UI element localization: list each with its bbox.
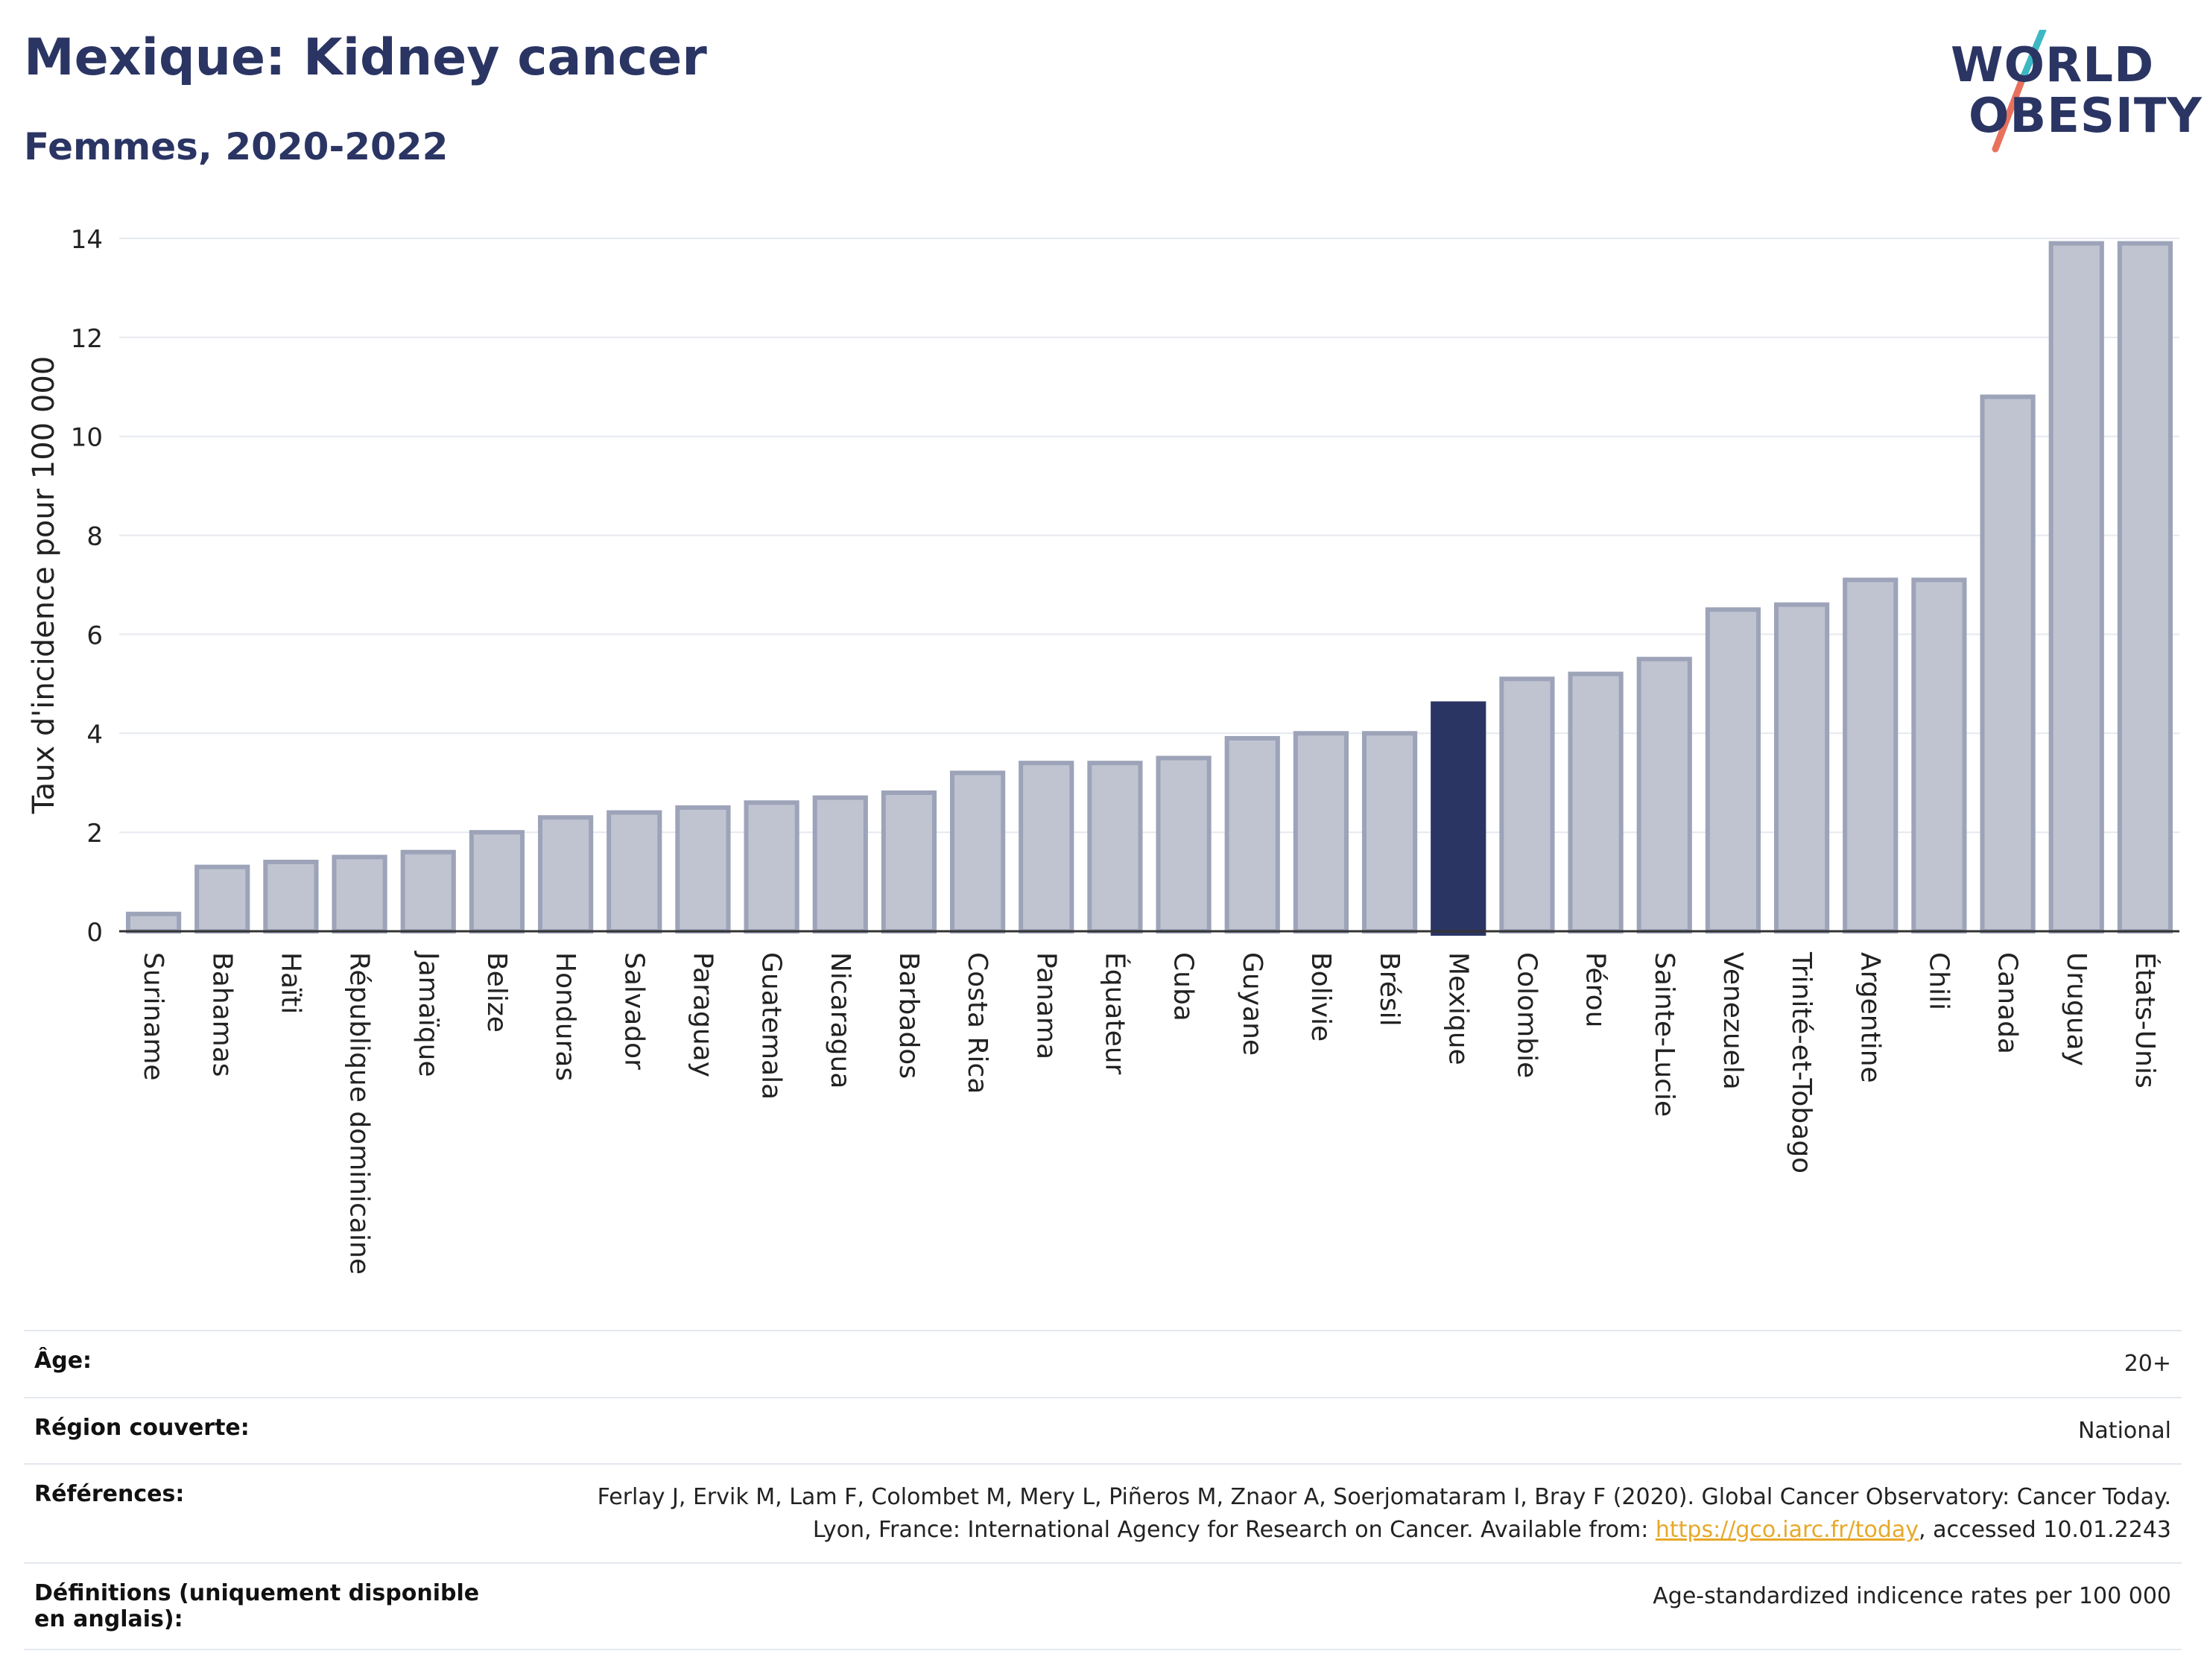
- bar-br-sil: [1361, 731, 1418, 933]
- meta-row-definitions: Définitions (uniquement disponible en an…: [24, 1563, 2182, 1649]
- x-tick-label: Sainte-Lucie: [1649, 952, 1679, 1117]
- x-tick-label: Cuba: [1168, 952, 1199, 1021]
- x-tick-label: Argentine: [1855, 952, 1885, 1083]
- bars: [125, 241, 2173, 936]
- y-axis-label: Taux d'incidence pour 100 000: [27, 356, 61, 814]
- page-title: Mexique: Kidney cancer: [24, 28, 707, 87]
- y-tick-label: 0: [86, 918, 103, 948]
- bar-mexique: [1431, 701, 1486, 936]
- bar--tats-unis: [2117, 241, 2173, 933]
- meta-value: Ferlay J, Ervik M, Lam F, Colombet M, Me…: [522, 1464, 2182, 1563]
- x-tick-label: Paraguay: [687, 952, 718, 1077]
- bar-paraguay: [675, 805, 731, 934]
- x-tick-label: Uruguay: [2061, 952, 2091, 1066]
- x-tick-label: Canada: [1992, 952, 2023, 1054]
- bar-chili: [1911, 577, 1967, 933]
- bar-costa-rica: [949, 770, 1006, 934]
- bar-salvador: [607, 810, 662, 933]
- x-tick-label: Mexique: [1443, 952, 1473, 1065]
- bar-canada: [1980, 394, 2036, 934]
- bar-cuba: [1156, 755, 1212, 933]
- y-tick-label: 12: [71, 324, 103, 354]
- y-tick-label: 14: [71, 225, 103, 255]
- bar-chart: 0 2 4 6 8 10 12 14 Suriname Bahamas Haïti Républiq…: [27, 225, 2179, 1275]
- x-tick-label: Barbados: [893, 952, 924, 1079]
- x-tick-label: Salvador: [618, 952, 649, 1070]
- meta-key: Définitions (uniquement disponible en an…: [34, 1580, 480, 1632]
- bar-trinit-et-tobago: [1773, 602, 1830, 933]
- x-tick-label: Bahamas: [206, 952, 237, 1077]
- meta-key: Références:: [34, 1481, 185, 1507]
- bar-p-rou: [1568, 671, 1624, 933]
- x-tick-label: Panama: [1030, 952, 1061, 1059]
- bar-barbados: [881, 790, 937, 933]
- x-tick-label: Costa Rica: [962, 952, 992, 1094]
- bar-uruguay: [2048, 241, 2104, 933]
- bar-bahamas: [194, 864, 250, 934]
- x-tick-label: États-Unis: [2129, 952, 2161, 1088]
- x-tick-label: Trinité-et-Tobago: [1786, 951, 1817, 1173]
- meta-row-references: Références: Ferlay J, Ervik M, Lam F, Co…: [24, 1464, 2182, 1563]
- x-tick-label: Nicaragua: [825, 952, 855, 1088]
- bar-belize: [469, 830, 525, 934]
- reference-link[interactable]: https://gco.iarc.fr/today: [1655, 1516, 1919, 1543]
- x-tick-label: Guyane: [1237, 952, 1267, 1056]
- x-axis-labels: Suriname Bahamas Haïti République dominicai…: [138, 951, 2161, 1275]
- metadata-table: Âge: 20+ Région couverte: National Référ…: [24, 1330, 2182, 1650]
- y-tick-label: 8: [86, 522, 103, 552]
- meta-value: Age-standardized indicence rates per 100…: [1653, 1583, 2171, 1609]
- x-tick-label: Pérou: [1580, 952, 1611, 1027]
- page-subtitle: Femmes, 2020-2022: [24, 125, 449, 168]
- bar-argentine: [1843, 577, 1899, 933]
- bar-panama: [1019, 761, 1074, 934]
- x-tick-label: Équateur: [1099, 952, 1130, 1075]
- reference-text: Ferlay J, Ervik M, Lam F, Colombet M, Me…: [597, 1484, 2171, 1543]
- bar-nicaragua: [812, 795, 868, 934]
- bar--quateur: [1087, 761, 1143, 934]
- bar-honduras: [537, 815, 594, 934]
- meta-row-region: Région couverte: National: [24, 1397, 2182, 1465]
- x-tick-label: Bolivie: [1305, 952, 1336, 1042]
- x-tick-label: Belize: [481, 952, 512, 1033]
- x-tick-label: Colombie: [1511, 952, 1542, 1078]
- bar-r-publique-dominicaine: [332, 855, 387, 933]
- bar-suriname: [125, 911, 182, 933]
- bar-venezuela: [1705, 607, 1761, 933]
- bar-guyane: [1224, 735, 1280, 934]
- bar-sainte-lucie: [1636, 656, 1692, 934]
- x-tick-label: Honduras: [550, 952, 580, 1081]
- x-tick-label: Guatemala: [756, 952, 787, 1100]
- x-tick-label: Brésil: [1374, 952, 1405, 1027]
- world-obesity-logo: WORLD OBESITY: [1937, 30, 2202, 164]
- x-tick-label: Haïti: [275, 952, 305, 1014]
- x-tick-label: Suriname: [138, 952, 168, 1081]
- bar-bolivie: [1293, 731, 1349, 933]
- bar-ha-ti: [263, 860, 319, 933]
- y-tick-label: 10: [71, 423, 103, 453]
- y-tick-label: 6: [86, 621, 103, 650]
- y-axis-ticks: 0 2 4 6 8 10 12 14: [71, 225, 103, 948]
- meta-key: Région couverte:: [34, 1414, 250, 1441]
- y-tick-label: 2: [86, 819, 103, 849]
- meta-row-age: Âge: 20+: [24, 1331, 2182, 1398]
- meta-value: National: [2077, 1417, 2171, 1444]
- logo-line2: OBESITY: [1969, 89, 2203, 144]
- x-tick-label: Jamaïque: [413, 951, 443, 1077]
- x-tick-label: République dominicaine: [344, 952, 375, 1275]
- bar-colombie: [1499, 676, 1555, 933]
- x-tick-label: Venezuela: [1717, 952, 1748, 1090]
- x-tick-label: Chili: [1923, 952, 1954, 1010]
- meta-key: Âge:: [34, 1348, 92, 1374]
- meta-value: 20+: [2124, 1351, 2171, 1377]
- logo-line1: WORLD: [1951, 38, 2155, 93]
- y-tick-label: 4: [86, 720, 103, 749]
- bar-guatemala: [744, 800, 799, 933]
- reference-suffix: , accessed 10.01.2243: [1919, 1516, 2171, 1543]
- bar-jama-que: [400, 849, 456, 934]
- logo-slash-icon: [1992, 30, 2047, 153]
